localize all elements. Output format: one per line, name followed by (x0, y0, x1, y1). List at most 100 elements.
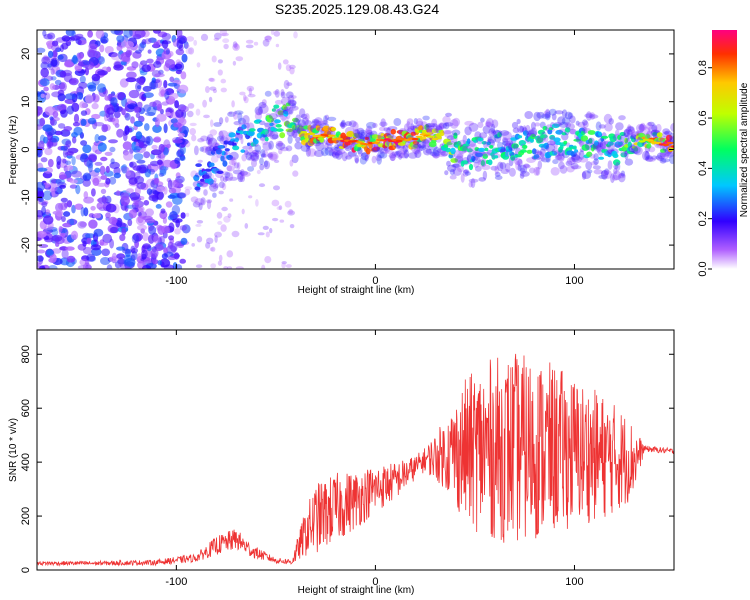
spectral-blob (313, 150, 324, 157)
spectral-blob (305, 147, 311, 157)
spectral-blob (445, 147, 452, 153)
spectral-blob (243, 96, 249, 104)
spectral-blob (232, 41, 238, 48)
spectral-blob (221, 134, 225, 143)
spectral-blob (50, 179, 62, 184)
spectral-blob (38, 140, 45, 150)
spectral-blob (65, 140, 72, 148)
spectral-blob (633, 147, 639, 152)
spectral-blob (444, 130, 452, 138)
spectral-blob (285, 128, 294, 133)
spectral-blob (93, 228, 104, 237)
spectral-blob (289, 159, 294, 167)
spectral-blob (536, 150, 543, 156)
spectral-blob (80, 118, 87, 126)
spectral-blob (385, 127, 391, 137)
spectral-blob (516, 125, 524, 133)
spectral-blob (90, 205, 96, 211)
spectral-blob (187, 103, 195, 109)
spectral-blob (222, 160, 228, 167)
spectral-blob (254, 119, 262, 123)
spectral-blob (519, 125, 524, 133)
spectral-blob (187, 110, 194, 118)
spectral-blob (633, 146, 643, 156)
spectral-blob (177, 132, 186, 138)
spectral-blob (411, 137, 419, 141)
spectral-blob (669, 154, 674, 165)
spectral-blob (141, 39, 147, 45)
spectral-blob (247, 93, 256, 98)
spectral-blob (513, 143, 519, 150)
spectral-blob (116, 190, 121, 196)
spectral-blob (180, 105, 189, 113)
spectral-blob (397, 149, 405, 159)
spectral-blob (493, 155, 499, 159)
spectral-blob (285, 264, 292, 268)
spectral-blob (563, 140, 568, 145)
spectral-blob (431, 137, 439, 141)
spectral-blob (564, 127, 571, 133)
spectral-blob (436, 123, 444, 132)
spectral-blob (262, 225, 269, 230)
spectral-blob (360, 152, 369, 161)
spectral-blob (62, 222, 72, 228)
spectral-blob (598, 124, 606, 129)
spectral-blob (519, 164, 528, 174)
spectral-blob (137, 85, 141, 90)
spectral-blob (86, 159, 94, 169)
spectral-blob (289, 105, 299, 111)
spectral-blob (121, 227, 127, 236)
spectral-blob (569, 128, 576, 135)
spectral-blob (494, 171, 501, 177)
spectral-blob (352, 121, 359, 132)
spectral-blob (223, 43, 229, 50)
spectral-blob (270, 30, 275, 35)
spectral-blob (216, 170, 224, 174)
spectral-blob (144, 136, 151, 144)
spectral-blob (313, 117, 323, 127)
spectral-blob (117, 257, 124, 267)
spectral-blob (84, 61, 95, 70)
spectral-blob (464, 126, 472, 136)
spectral-blob (221, 155, 227, 162)
spectral-blob (289, 67, 295, 75)
spectral-blob (396, 150, 402, 157)
spectral-blob (128, 89, 140, 99)
spectral-blob (141, 249, 148, 259)
spectral-blob (264, 35, 272, 41)
spectral-blob (545, 108, 551, 119)
spectral-blob (262, 39, 270, 47)
spectral-blob (73, 113, 80, 124)
spectral-blob (656, 152, 666, 160)
spectral-blob (417, 144, 423, 152)
spectral-blob (42, 215, 54, 225)
spectral-blob (346, 130, 355, 138)
spectral-blob (659, 158, 667, 164)
spectral-blob (64, 202, 69, 208)
spectral-blob (494, 175, 503, 181)
spectral-blob (464, 171, 471, 176)
spectral-blob (379, 151, 388, 159)
spectral-blob (527, 130, 532, 137)
spectral-blob (609, 135, 617, 143)
spectral-blob (566, 156, 576, 166)
spectral-blob (468, 149, 475, 155)
spectral-blob (359, 156, 367, 165)
spectral-blob (151, 79, 161, 84)
spectral-blob (561, 132, 567, 136)
spectral-blob (353, 132, 363, 139)
spectral-blob (108, 52, 118, 58)
spectral-blob (100, 175, 107, 180)
spectral-blob (233, 110, 238, 120)
spectral-blob (151, 144, 158, 150)
spectral-blob (224, 116, 229, 123)
spectral-blob (41, 206, 47, 216)
spectral-blob (37, 249, 46, 254)
spectral-blob (264, 122, 270, 131)
spectral-blob (122, 141, 132, 151)
spectral-blob (123, 151, 134, 161)
spectral-blob (449, 169, 455, 176)
spectral-blob (665, 134, 673, 141)
spectral-blob (379, 121, 388, 127)
spectral-blob (220, 78, 227, 84)
